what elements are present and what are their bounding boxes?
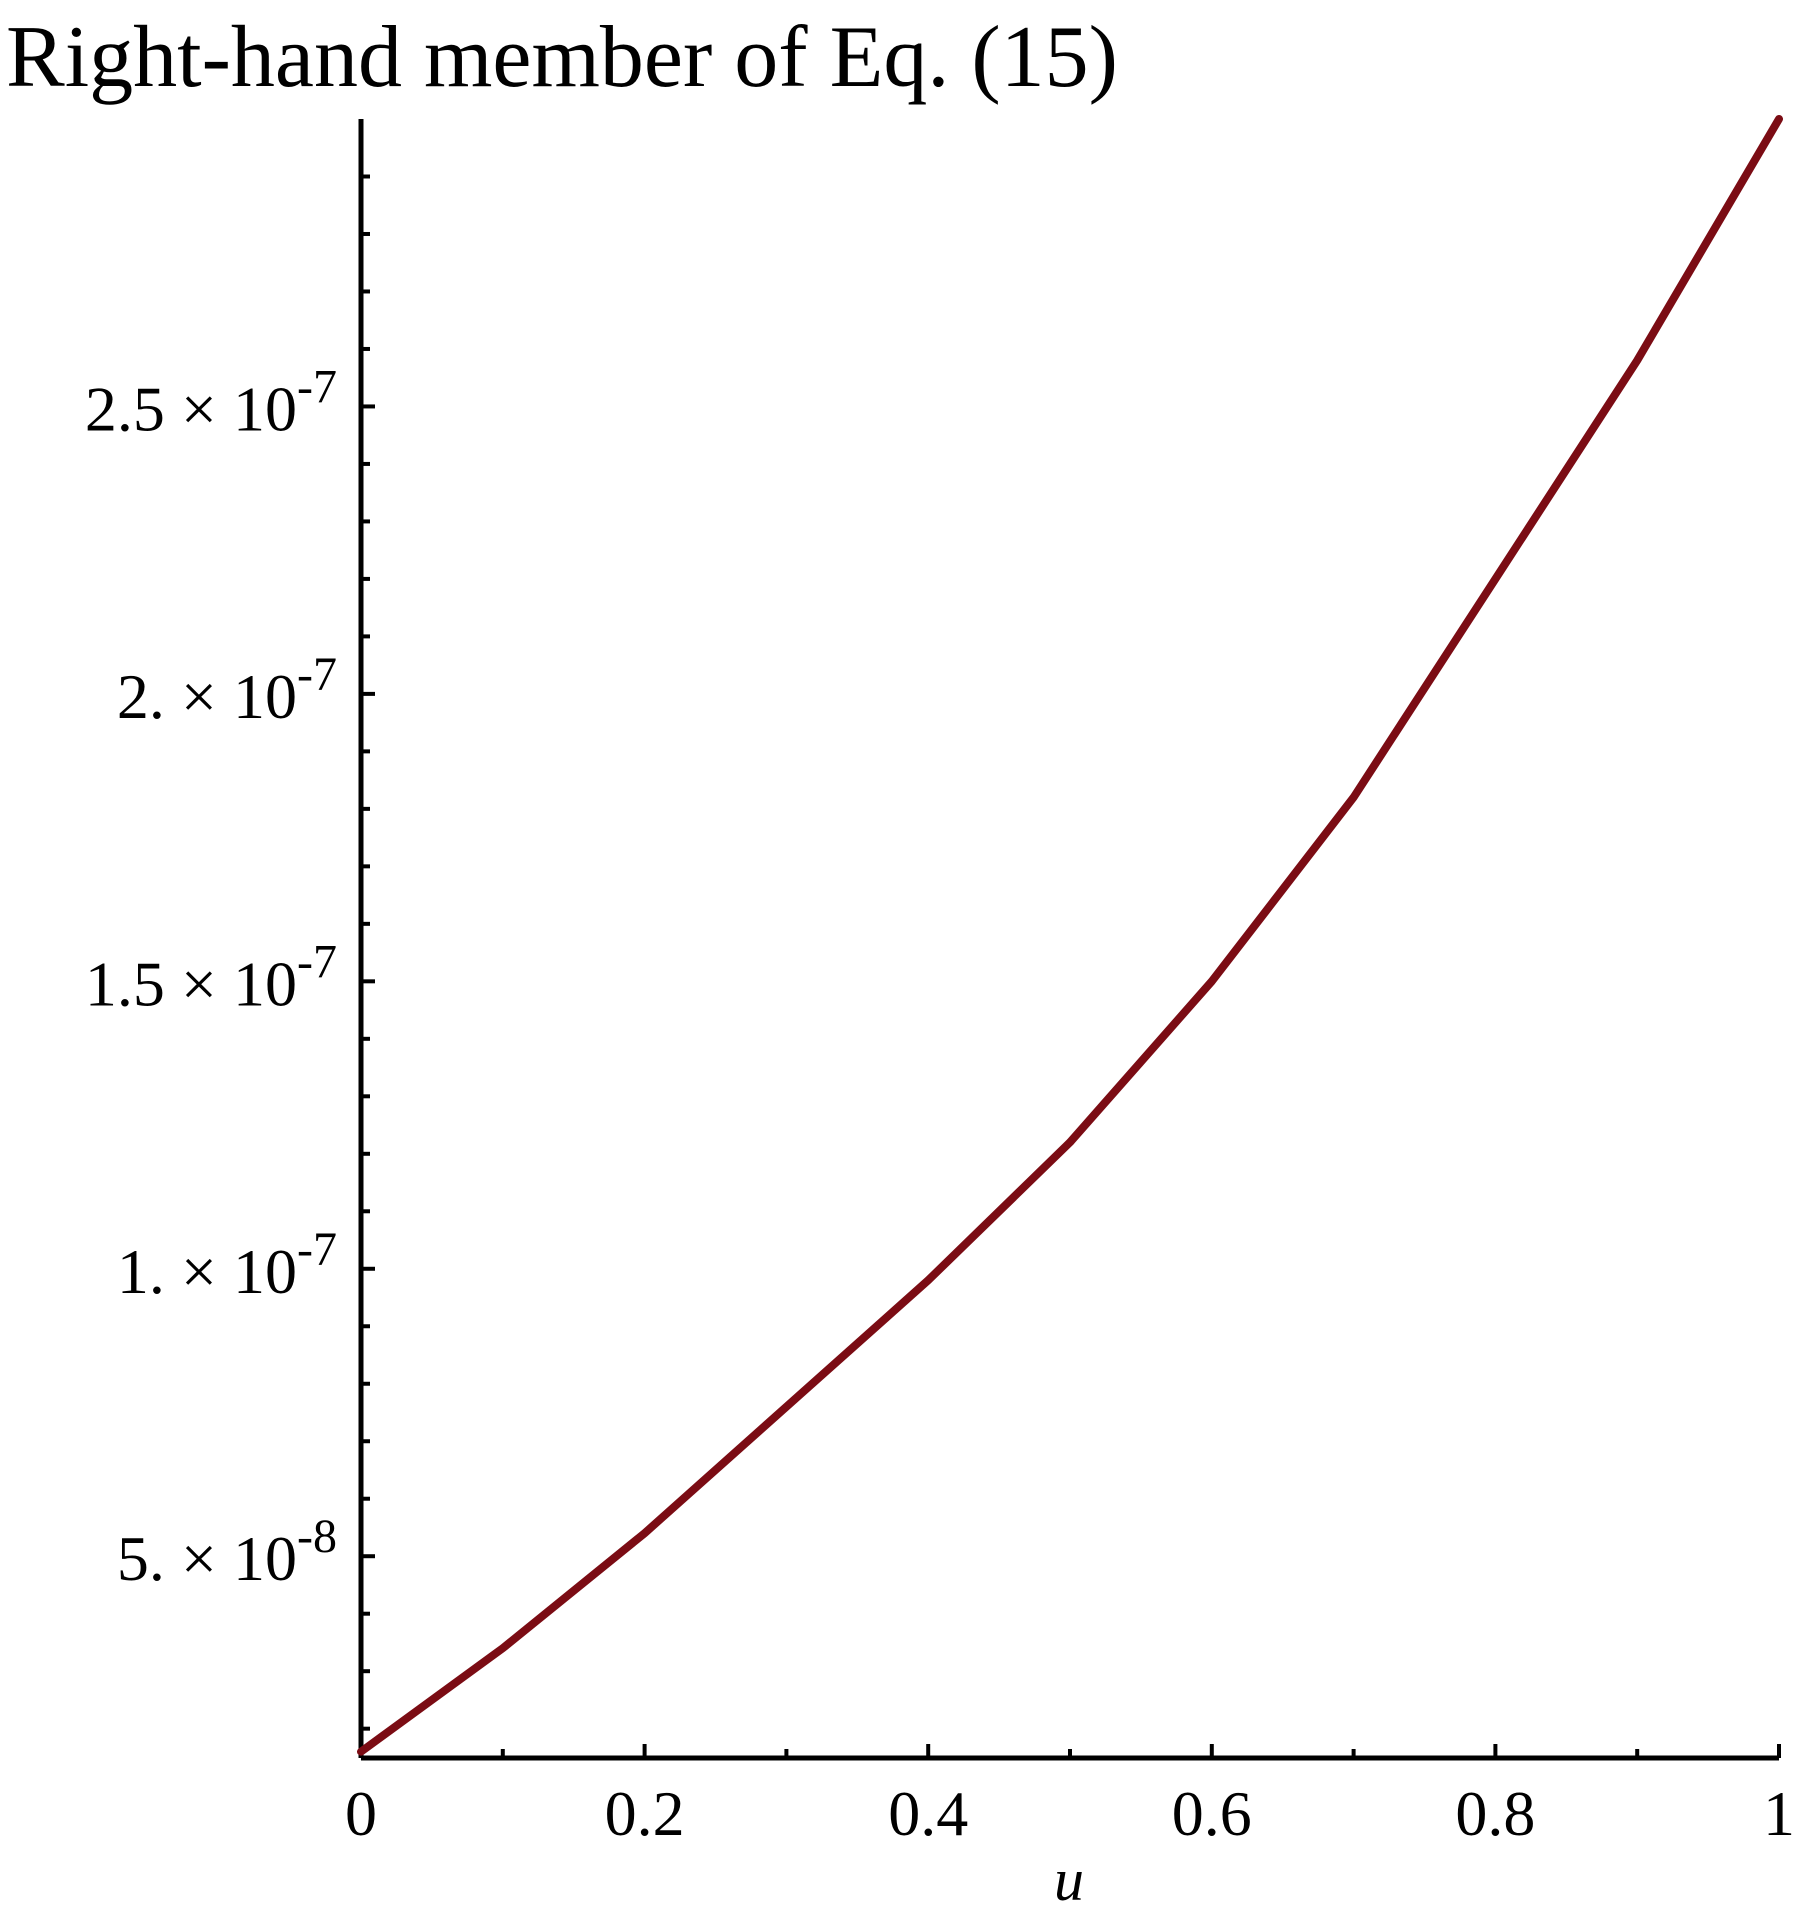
y-tick-mantissa: 2. × 10	[117, 661, 297, 732]
y-tick-exponent: -8	[297, 1510, 337, 1563]
y-tick-mantissa: 1. × 10	[117, 1236, 297, 1307]
y-tick-label: 1.5 × 10-7	[85, 935, 337, 1019]
x-tick-label: 0	[345, 1778, 377, 1849]
y-tick-label: 2. × 10-7	[117, 648, 337, 732]
y-tick-mantissa: 2.5 × 10	[85, 373, 297, 444]
x-tick-label: 0.4	[888, 1778, 968, 1849]
y-tick-mantissa: 1.5 × 10	[85, 948, 297, 1019]
x-axis-label: u	[1054, 1847, 1084, 1913]
y-tick-exponent: -7	[297, 1223, 337, 1276]
line-series	[357, 115, 1783, 1756]
x-tick-label: 1	[1763, 1778, 1795, 1849]
y-tick-label: 5. × 10-8	[117, 1510, 337, 1594]
y-tick-mantissa: 5. × 10	[117, 1523, 297, 1594]
x-tick-label: 0.8	[1455, 1778, 1535, 1849]
y-tick-exponent: -7	[297, 360, 337, 413]
y-tick-exponent: -7	[297, 648, 337, 701]
y-tick-label: 1. × 10-7	[117, 1223, 337, 1307]
chart-title: Right-hand member of Eq. (15)	[6, 9, 1118, 106]
y-tick-label: 2.5 × 10-7	[85, 360, 337, 444]
y-tick-exponent: -7	[297, 935, 337, 988]
x-tick-label: 0.6	[1172, 1778, 1252, 1849]
x-tick-label: 0.2	[605, 1778, 685, 1849]
